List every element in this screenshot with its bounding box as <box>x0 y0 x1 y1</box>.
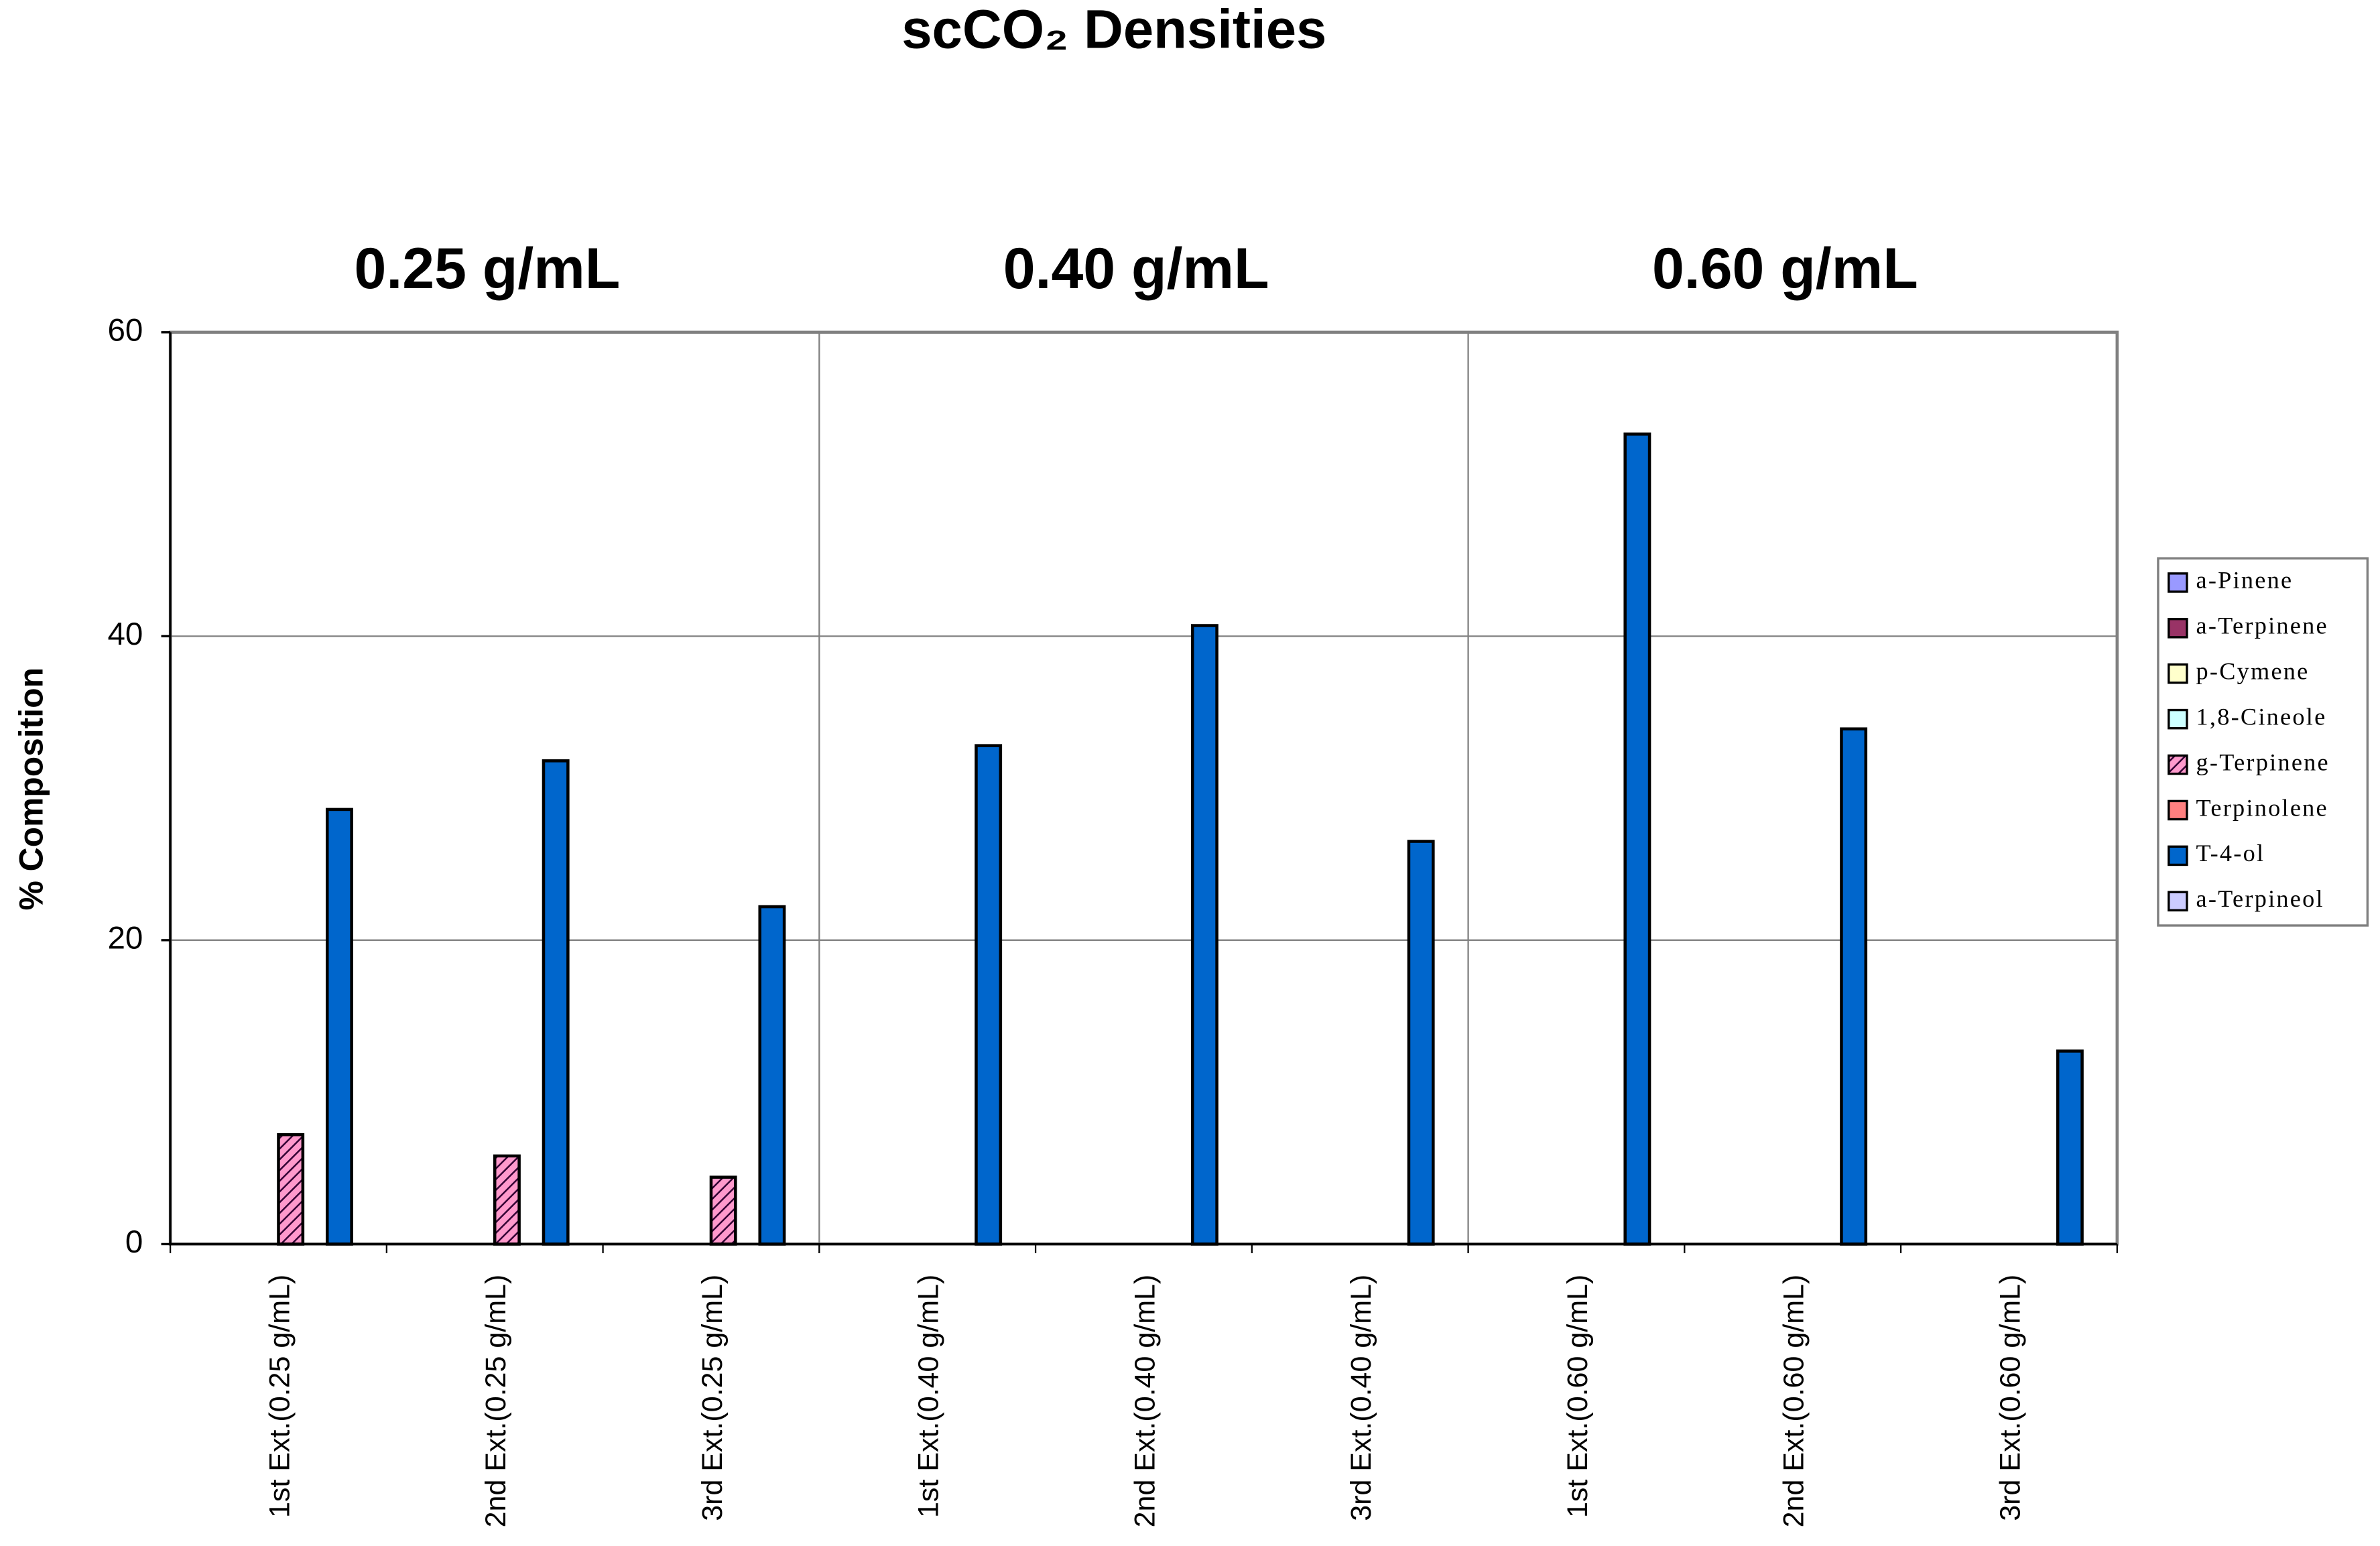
legend-label: T-4-ol <box>2196 840 2265 866</box>
bar <box>975 744 1003 1246</box>
legend-label: p-Cymene <box>2196 658 2310 685</box>
bar <box>542 759 570 1246</box>
x-tick-label: 3rd Ext.(0.40 g/mL) <box>1345 1275 1377 1521</box>
x-tick-label: 2nd Ext.(0.60 g/mL) <box>1778 1275 1810 1528</box>
x-tick-label: 2nd Ext.(0.40 g/mL) <box>1129 1275 1161 1528</box>
legend-label: 1,8-Cineole <box>2196 703 2327 730</box>
y-tick-label: 40 <box>107 617 143 652</box>
x-tick-label: 1st Ext.(0.60 g/mL) <box>1562 1275 1594 1518</box>
bar <box>2056 1049 2084 1246</box>
legend-box <box>2157 557 2369 927</box>
bar <box>758 905 786 1246</box>
bar <box>709 1175 737 1246</box>
x-tick-label: 3rd Ext.(0.60 g/mL) <box>1994 1275 2026 1521</box>
y-tick-label: 0 <box>125 1224 143 1260</box>
x-tick-label: 1st Ext.(0.25 g/mL) <box>263 1275 296 1518</box>
x-tick-label: 3rd Ext.(0.25 g/mL) <box>696 1275 729 1521</box>
plot-area <box>168 330 2119 1246</box>
bar <box>493 1154 521 1246</box>
legend-swatch <box>2168 708 2188 730</box>
bar <box>1190 624 1218 1246</box>
group-label: 0.40 g/mL <box>1003 237 1269 301</box>
legend-label: a-Pinene <box>2196 567 2294 594</box>
legend-label: a-Terpineol <box>2196 885 2324 912</box>
legend-label: Terpinolene <box>2196 794 2328 821</box>
bar <box>277 1133 305 1246</box>
y-tick-label: 60 <box>107 312 143 348</box>
legend-swatch <box>2168 572 2188 593</box>
y-tick-label: 20 <box>107 920 143 956</box>
chart-title: scCO₂ Densities <box>901 0 1326 60</box>
group-label: 0.60 g/mL <box>1652 237 1918 301</box>
group-label: 0.25 g/mL <box>355 237 621 301</box>
legend-swatch <box>2168 618 2188 639</box>
legend-swatch <box>2168 663 2188 684</box>
legend-swatch <box>2168 891 2188 912</box>
legend-label: g-Terpinene <box>2196 749 2330 775</box>
x-tick-label: 2nd Ext.(0.25 g/mL) <box>480 1275 512 1528</box>
legend-label: a-Terpinene <box>2196 613 2328 639</box>
bar <box>1623 432 1651 1246</box>
x-tick-label: 1st Ext.(0.40 g/mL) <box>913 1275 945 1518</box>
legend-swatch <box>2168 754 2188 775</box>
bar <box>325 808 353 1246</box>
bar <box>1407 840 1435 1246</box>
y-axis-label: % Composition <box>13 667 50 910</box>
legend-swatch <box>2168 845 2188 866</box>
bar <box>1840 727 1868 1246</box>
legend-swatch <box>2168 799 2188 821</box>
